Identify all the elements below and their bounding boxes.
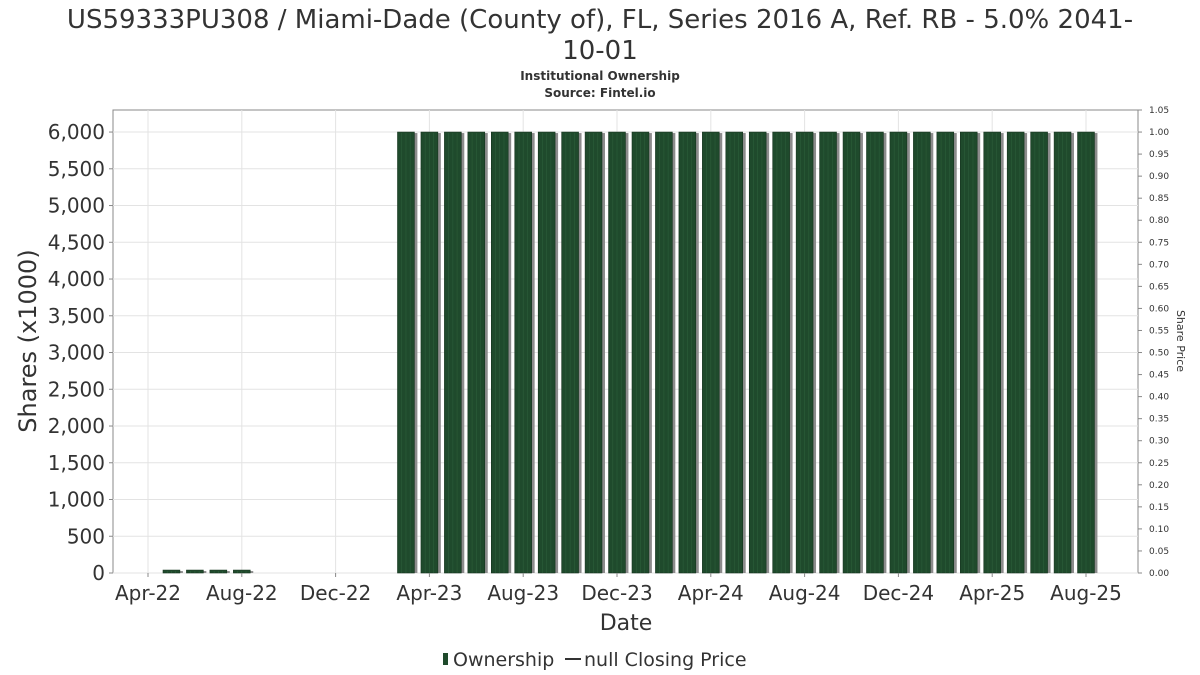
y2-tick-label: 0.45 xyxy=(1149,371,1169,381)
y2-tick-label: 0.25 xyxy=(1149,459,1169,469)
x-tick-label: Aug-25 xyxy=(1050,581,1122,605)
y-axis-label: Shares (x1000) xyxy=(14,249,42,432)
legend-ownership-swatch xyxy=(443,653,448,665)
x-tick-label: Aug-24 xyxy=(769,581,841,605)
y-tick-label: 1,500 xyxy=(48,451,105,475)
x-tick-label: Dec-24 xyxy=(863,581,934,605)
y2-tick-label: 0.70 xyxy=(1149,260,1169,270)
y-tick-label: 2,500 xyxy=(48,377,105,401)
y-tick-label: 0 xyxy=(92,561,105,585)
chart-title-line-2: 10-01 xyxy=(562,36,638,66)
x-axis-ticks: Apr-22 Aug-22 Dec-22 Apr-23 Aug-23 Dec-23 Apr-… xyxy=(115,573,1122,605)
chart-subtitle: Institutional Ownership xyxy=(520,69,680,83)
x-tick-label: Aug-22 xyxy=(206,581,278,605)
x-tick-label: Aug-23 xyxy=(487,581,559,605)
legend-ownership-label: Ownership xyxy=(453,649,554,671)
y2-tick-label: 0.10 xyxy=(1149,525,1169,535)
y-tick-label: 5,500 xyxy=(48,157,105,181)
y2-tick-label: 0.65 xyxy=(1149,282,1169,292)
y2-axis-label: Share Price xyxy=(1174,310,1187,372)
y2-tick-label: 0.60 xyxy=(1149,304,1169,314)
y2-tick-label: 0.20 xyxy=(1149,481,1169,491)
y-tick-label: 5,000 xyxy=(48,194,105,218)
y2-tick-label: 0.00 xyxy=(1149,569,1169,579)
y-tick-label: 4,500 xyxy=(48,230,105,254)
y2-tick-label: 0.75 xyxy=(1149,238,1169,248)
y2-tick-label: 1.00 xyxy=(1149,128,1169,138)
y2-tick-label: 0.50 xyxy=(1149,349,1169,359)
x-tick-label: Apr-24 xyxy=(678,581,744,605)
y-tick-label: 6,000 xyxy=(48,120,105,144)
x-tick-label: Apr-22 xyxy=(115,581,181,605)
y2-tick-label: 0.55 xyxy=(1149,326,1169,336)
y-tick-label: 500 xyxy=(67,524,105,548)
legend-closing-price-label: null Closing Price xyxy=(584,649,747,671)
y2-axis-ticks: 0.00 0.05 0.10 0.15 0.20 0.25 0.30 0.35 0.40 0.45… xyxy=(1138,106,1169,579)
y-tick-label: 1,000 xyxy=(48,488,105,512)
y-tick-label: 4,000 xyxy=(48,267,105,291)
x-tick-label: Dec-23 xyxy=(581,581,652,605)
legend: Ownership null Closing Price xyxy=(443,649,747,671)
y-tick-label: 2,000 xyxy=(48,414,105,438)
y2-tick-label: 0.35 xyxy=(1149,415,1169,425)
x-tick-label: Apr-25 xyxy=(959,581,1025,605)
y2-tick-label: 0.05 xyxy=(1149,547,1169,557)
y2-tick-label: 0.80 xyxy=(1149,216,1169,226)
y2-tick-label: 0.85 xyxy=(1149,194,1169,204)
y2-tick-label: 0.95 xyxy=(1149,150,1169,160)
bars-group xyxy=(162,131,1098,574)
y2-tick-label: 0.90 xyxy=(1149,172,1169,182)
y-tick-label: 3,000 xyxy=(48,341,105,365)
x-axis-label: Date xyxy=(600,611,653,636)
chart-title-line-1: US59333PU308 / Miami-Dade (County of), F… xyxy=(67,5,1133,35)
y-tick-label: 3,500 xyxy=(48,304,105,328)
y2-tick-label: 1.05 xyxy=(1149,106,1169,116)
y-axis-ticks: 0 500 1,000 1,500 2,000 2,500 3,000 3,500 4,000 4… xyxy=(48,120,113,585)
chart-source: Source: Fintel.io xyxy=(544,86,655,100)
x-tick-label: Apr-23 xyxy=(396,581,462,605)
y2-tick-label: 0.40 xyxy=(1149,393,1169,403)
y2-tick-label: 0.30 xyxy=(1149,437,1169,447)
x-tick-label: Dec-22 xyxy=(300,581,371,605)
y2-tick-label: 0.15 xyxy=(1149,503,1169,513)
